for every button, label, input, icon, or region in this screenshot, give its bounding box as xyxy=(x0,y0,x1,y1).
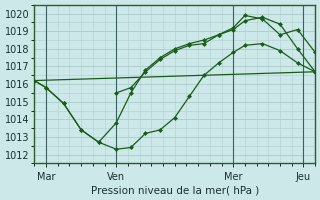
X-axis label: Pression niveau de la mer( hPa ): Pression niveau de la mer( hPa ) xyxy=(91,185,259,195)
